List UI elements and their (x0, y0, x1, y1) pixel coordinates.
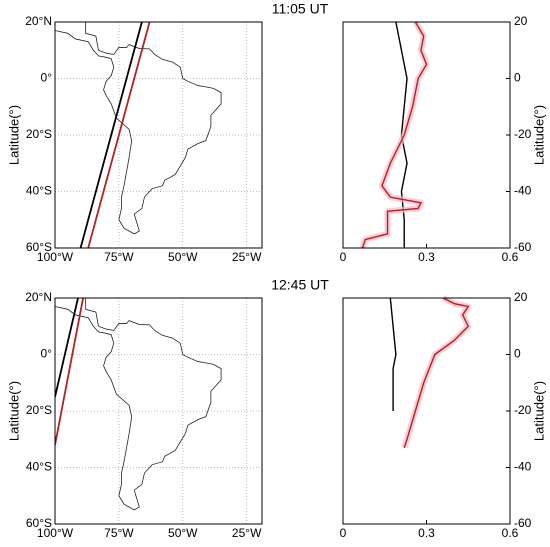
track-line (79, 22, 143, 248)
panel-title: 12:45 UT (271, 277, 329, 293)
x-tick-label: 25°W (232, 250, 262, 264)
y-tick-label: 60°S (26, 516, 52, 530)
x-tick-label: 50°W (168, 250, 198, 264)
x-tick-label: 0 (340, 526, 347, 540)
plot-area (359, 20, 430, 249)
track-line (87, 22, 151, 248)
x-tick-label: 25°W (232, 526, 262, 540)
x-tick-label: 75°W (104, 250, 134, 264)
coastline (55, 22, 223, 236)
panel-frame (342, 21, 511, 249)
y-tick-label: 0° (41, 71, 53, 85)
y-tick-label: 60°S (26, 240, 52, 254)
y-tick-label: 20°N (25, 290, 52, 304)
x-tick-label: 0.3 (418, 250, 435, 264)
y-axis-label: Latitude(°) (6, 105, 21, 165)
y-tick-label: 20°S (26, 403, 52, 417)
y-tick-label: 20°N (25, 14, 52, 28)
track-line (55, 298, 84, 446)
y-tick-label: 20°S (26, 127, 52, 141)
plot-area (55, 22, 223, 248)
y-tick-label: 40°S (26, 184, 52, 198)
y-tick-label: 20 (514, 290, 528, 304)
y-tick-label: -20 (514, 403, 532, 417)
y-tick-label: -40 (514, 460, 532, 474)
panel-frame (54, 21, 263, 249)
panel-frame (54, 297, 263, 525)
track-line (361, 21, 428, 249)
track-line (55, 298, 79, 398)
y-tick-label: -60 (514, 516, 532, 530)
y-tick-label: 0 (514, 347, 521, 361)
plot-area (55, 298, 223, 512)
uncertainty-band (401, 295, 472, 449)
x-tick-label: 0.3 (418, 526, 435, 540)
y-tick-label: -20 (514, 127, 532, 141)
x-tick-label: 50°W (168, 526, 198, 540)
y-tick-label: -40 (514, 184, 532, 198)
panel-frame (342, 297, 511, 525)
y-tick-label: 20 (514, 14, 528, 28)
plot-area (389, 295, 472, 449)
y-axis-label: Latitude(°) (531, 105, 546, 165)
panel-title: 11:05 UT (272, 1, 329, 17)
x-tick-label: 0.6 (502, 526, 519, 540)
y-tick-label: 0 (514, 71, 521, 85)
y-axis-label: Latitude(°) (6, 381, 21, 441)
x-tick-label: 100°W (37, 526, 74, 540)
y-tick-label: -60 (514, 240, 532, 254)
uncertainty-band (359, 20, 430, 249)
x-tick-label: 0 (340, 250, 347, 264)
x-tick-label: 75°W (104, 526, 134, 540)
x-tick-label: 0.6 (502, 250, 519, 264)
x-tick-label: 100°W (37, 250, 74, 264)
y-tick-label: 0° (41, 347, 53, 361)
y-tick-label: 40°S (26, 460, 52, 474)
track-line (389, 297, 397, 411)
y-axis-label: Latitude(°) (531, 381, 546, 441)
coastline (55, 298, 223, 512)
track-line (403, 297, 470, 448)
